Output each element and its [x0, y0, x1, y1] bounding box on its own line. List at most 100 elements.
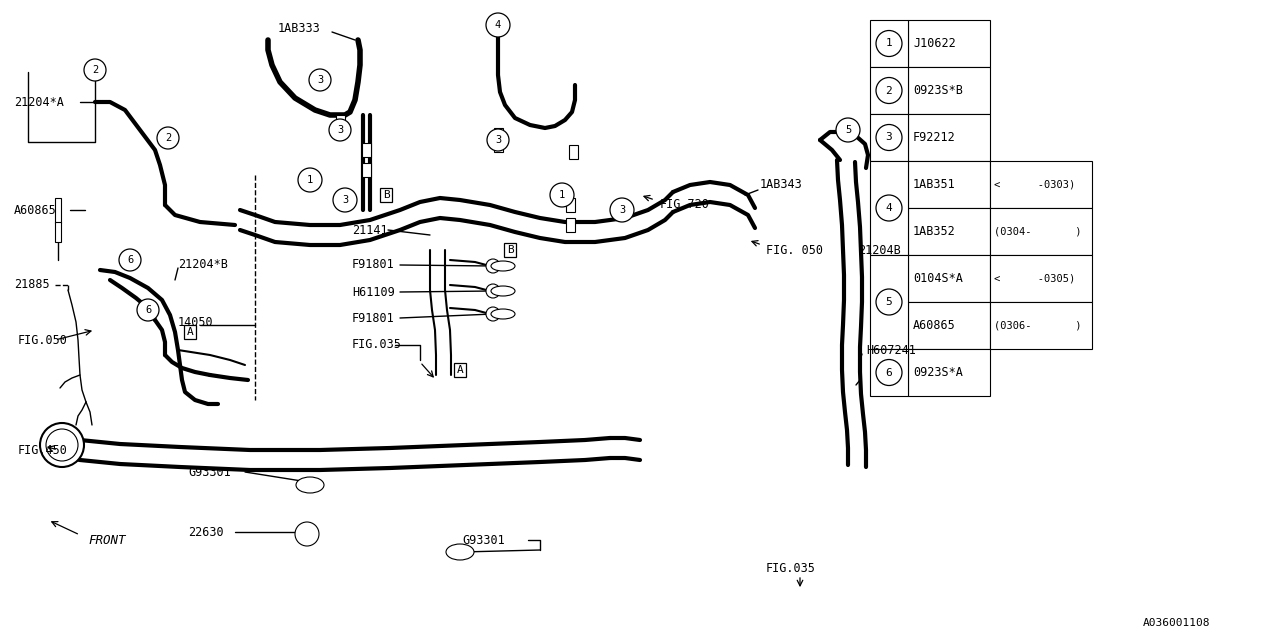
Circle shape — [333, 188, 357, 212]
Text: 3: 3 — [337, 125, 343, 135]
Text: FIG.035: FIG.035 — [352, 339, 402, 351]
Text: A: A — [457, 365, 463, 375]
Text: B: B — [507, 245, 513, 255]
Circle shape — [876, 289, 902, 315]
Bar — [335, 125, 344, 139]
Circle shape — [550, 183, 573, 207]
Bar — [870, 161, 908, 255]
Circle shape — [486, 13, 509, 37]
Bar — [989, 302, 1092, 349]
Circle shape — [137, 299, 159, 321]
Bar — [566, 218, 575, 232]
Text: 6: 6 — [127, 255, 133, 265]
Text: FIG.050: FIG.050 — [18, 333, 68, 346]
Bar — [908, 161, 989, 208]
Bar — [908, 255, 989, 302]
Circle shape — [486, 129, 509, 151]
Text: 2: 2 — [92, 65, 99, 75]
Text: 6: 6 — [886, 367, 892, 378]
Text: 1AB343: 1AB343 — [760, 179, 803, 191]
Text: 4: 4 — [886, 203, 892, 213]
Text: 2: 2 — [165, 133, 172, 143]
Text: FRONT: FRONT — [88, 534, 125, 547]
Text: 21141: 21141 — [352, 223, 388, 237]
Bar — [870, 20, 908, 67]
Text: FIG. 050: FIG. 050 — [765, 243, 823, 257]
Text: (0306-       ): (0306- ) — [995, 321, 1082, 330]
Text: 1: 1 — [559, 190, 566, 200]
Bar — [908, 114, 989, 161]
Text: J10622: J10622 — [913, 37, 956, 50]
Bar — [870, 255, 908, 349]
Text: <      -0303): < -0303) — [995, 179, 1075, 189]
Circle shape — [46, 429, 78, 461]
Ellipse shape — [445, 544, 474, 560]
Ellipse shape — [296, 477, 324, 493]
Circle shape — [119, 249, 141, 271]
Text: 3: 3 — [317, 75, 323, 85]
Circle shape — [298, 168, 323, 192]
Text: 21885: 21885 — [14, 278, 50, 291]
Circle shape — [876, 360, 902, 385]
Bar — [55, 198, 61, 223]
Text: 0923S*A: 0923S*A — [913, 366, 963, 379]
Bar — [361, 143, 370, 157]
Bar — [55, 222, 61, 242]
Ellipse shape — [492, 309, 515, 319]
Bar — [870, 67, 908, 114]
Bar — [566, 198, 575, 212]
Circle shape — [836, 118, 860, 142]
Text: B: B — [383, 190, 389, 200]
Text: FIG.720: FIG.720 — [660, 198, 710, 211]
Text: 1AB352: 1AB352 — [913, 225, 956, 238]
Bar — [908, 302, 989, 349]
Text: F91801: F91801 — [352, 259, 394, 271]
Text: F91801: F91801 — [352, 312, 394, 324]
Circle shape — [84, 59, 106, 81]
Text: A036001108: A036001108 — [1143, 618, 1210, 628]
Circle shape — [157, 127, 179, 149]
Bar — [568, 145, 577, 159]
Text: 1: 1 — [886, 38, 892, 49]
Text: 21204*A: 21204*A — [14, 95, 64, 109]
Circle shape — [486, 259, 500, 273]
Text: 21204B: 21204B — [858, 243, 901, 257]
Bar — [908, 20, 989, 67]
Text: A60865: A60865 — [14, 204, 56, 216]
Circle shape — [329, 119, 351, 141]
Bar — [494, 138, 503, 152]
Circle shape — [308, 69, 332, 91]
Bar — [361, 163, 370, 177]
Text: 22630: 22630 — [188, 525, 224, 538]
Text: <      -0305): < -0305) — [995, 273, 1075, 284]
Text: 5: 5 — [845, 125, 851, 135]
Circle shape — [876, 125, 902, 150]
Text: 1: 1 — [307, 175, 314, 185]
Text: G93301: G93301 — [188, 465, 230, 479]
Bar — [335, 115, 344, 129]
Bar — [989, 208, 1092, 255]
Bar — [908, 349, 989, 396]
Text: 5: 5 — [886, 297, 892, 307]
Bar — [870, 114, 908, 161]
Text: 14050: 14050 — [178, 316, 214, 328]
Circle shape — [486, 307, 500, 321]
Bar — [908, 67, 989, 114]
Text: 6: 6 — [145, 305, 151, 315]
Bar — [989, 161, 1092, 208]
Bar — [494, 128, 503, 142]
Circle shape — [294, 522, 319, 546]
Circle shape — [876, 77, 902, 104]
Text: 3: 3 — [886, 132, 892, 143]
Text: 1AB333: 1AB333 — [278, 22, 321, 35]
Text: (0304-       ): (0304- ) — [995, 227, 1082, 237]
Text: 2: 2 — [886, 86, 892, 95]
Bar — [870, 349, 908, 396]
Text: A: A — [187, 327, 193, 337]
Text: 0104S*A: 0104S*A — [913, 272, 963, 285]
Text: 4: 4 — [495, 20, 502, 30]
Circle shape — [40, 423, 84, 467]
Circle shape — [876, 195, 902, 221]
Bar — [989, 255, 1092, 302]
Bar — [908, 208, 989, 255]
